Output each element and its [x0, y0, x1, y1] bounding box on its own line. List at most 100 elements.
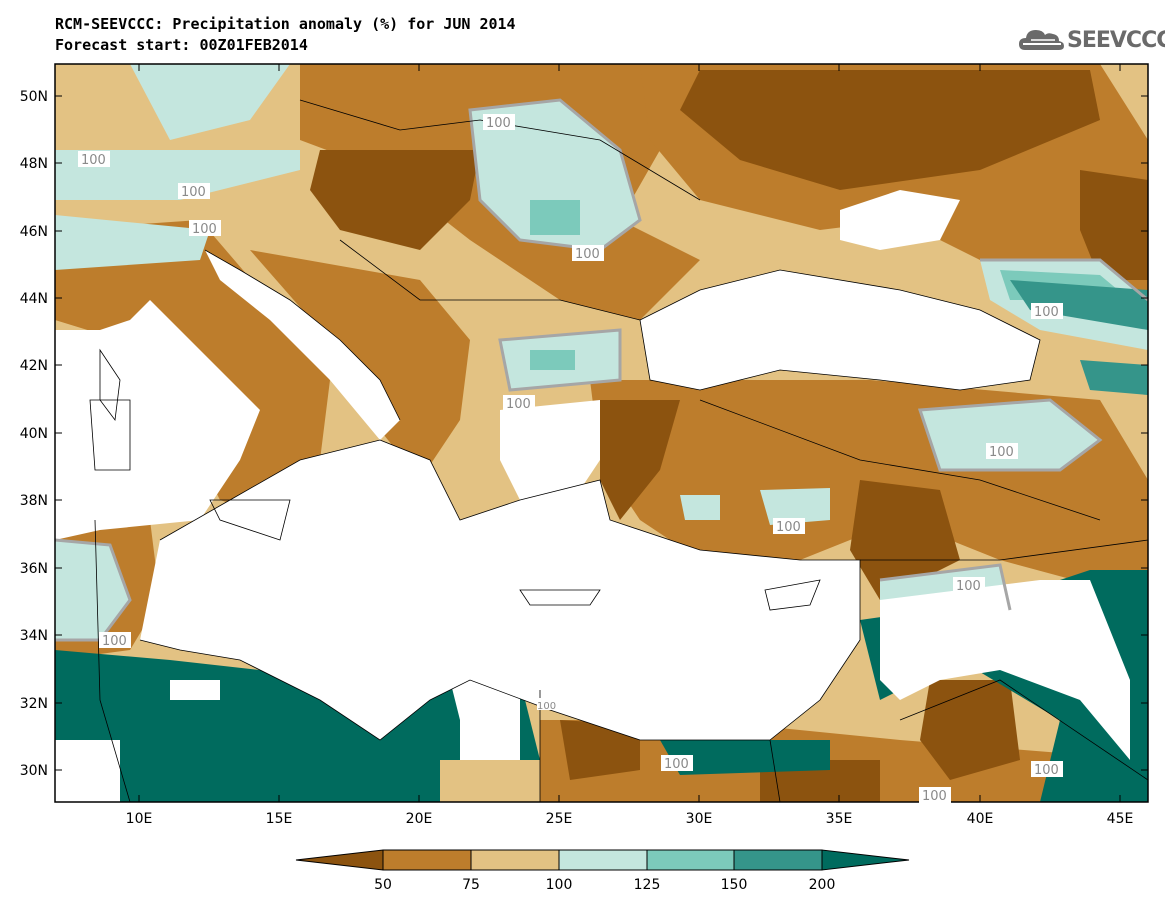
anomaly-region-dark-west-turkey — [600, 400, 680, 520]
colorbar — [295, 849, 910, 871]
colorbar-swatch — [733, 849, 823, 871]
lat-label: 30N — [20, 763, 48, 779]
map-title: RCM-SEEVCCC: Precipitation anomaly (%) f… — [55, 15, 516, 33]
border-line-2 — [339, 239, 641, 321]
colorbar-swatch — [558, 849, 648, 871]
colorbar-label: 50 — [374, 877, 392, 893]
contour-label: 100 — [181, 185, 206, 200]
anomaly-region-romania-wet — [470, 100, 640, 250]
anomaly-region-algeria-wet — [55, 540, 130, 640]
lat-ticks — [55, 95, 1148, 771]
anomaly-region-dark-libya — [560, 720, 640, 780]
contour-labels: 100 100 100 100 100 100 100 100 100 100 … — [78, 114, 1063, 804]
contour-label: 100 — [776, 520, 801, 535]
contour-label: 100 — [922, 789, 947, 804]
contour-label: 100 — [1034, 305, 1059, 320]
lat-label: 48N — [20, 156, 48, 172]
corsica-coast — [99, 348, 121, 422]
lon-label: 35E — [826, 811, 853, 827]
lon-labels: 10E 15E 20E 25E 30E 35E 40E 45E — [126, 811, 1134, 827]
lat-label: 32N — [20, 696, 48, 712]
contour-label: 100 — [192, 222, 217, 237]
border-line-3 — [699, 399, 1101, 521]
lon-label: 10E — [126, 811, 153, 827]
lat-labels: 50N 48N 46N 44N 42N 40N 38N 36N 34N 32N … — [20, 89, 48, 779]
anomaly-region-alps-wet — [55, 150, 300, 200]
anomaly-region-po-wet — [55, 215, 210, 270]
lon-label: 40E — [967, 811, 994, 827]
contour-line-romania — [468, 98, 642, 252]
anomaly-region-200-sinai — [660, 740, 830, 775]
lat-label: 44N — [20, 291, 48, 307]
lat-label: 38N — [20, 493, 48, 509]
contour-label: 100 — [1034, 763, 1059, 778]
border-line-5 — [899, 679, 1148, 781]
seevccc-logo: SEEVCCC — [1017, 22, 1165, 58]
contour-label: 100 — [664, 757, 689, 772]
sardinia-coast — [89, 399, 131, 471]
adriatic-coast — [204, 249, 401, 421]
no-data-patch-2 — [170, 680, 220, 700]
colorbar-labels: 50 75 100 125 150 200 — [374, 877, 835, 893]
lat-label: 42N — [20, 358, 48, 374]
contour-line-caucasus — [980, 258, 1148, 302]
anomaly-region-dark-caucasus — [1080, 170, 1148, 280]
lon-label: 20E — [406, 811, 433, 827]
lon-label: 25E — [546, 811, 573, 827]
no-data-patch-4 — [880, 580, 1130, 760]
aegean-sea — [500, 400, 600, 520]
cloud-logo-icon — [1019, 30, 1064, 50]
contour-label: 100 — [486, 116, 511, 131]
contour-lines — [55, 98, 1148, 642]
anomaly-region-germany-wet — [130, 64, 290, 140]
sea-of-azov — [840, 190, 960, 250]
contour-line-syria — [879, 563, 1012, 611]
colorbar-label: 125 — [634, 877, 661, 893]
contour-line-algeria — [55, 538, 132, 642]
contour-label: 100 — [506, 397, 531, 412]
anomaly-region-dark-ukraine — [680, 70, 1100, 190]
lon-ticks — [138, 64, 1121, 802]
contour-line-east-turkey — [917, 398, 1103, 472]
contour-label: 100 — [102, 634, 127, 649]
anomaly-region-125-bulgaria — [530, 350, 575, 370]
mediterranean-coast — [139, 439, 861, 741]
colorbar-label: 200 — [809, 877, 836, 893]
anomaly-region-dark-arabia — [920, 680, 1020, 780]
colorbar-swatch — [295, 849, 384, 871]
lon-label: 45E — [1107, 811, 1134, 827]
border-line-6 — [94, 519, 131, 802]
lat-label: 46N — [20, 224, 48, 240]
coastlines-borders — [89, 99, 1148, 802]
lat-label: 40N — [20, 426, 48, 442]
anomaly-region-150-armenia — [1080, 360, 1148, 395]
central-eastern-mediterranean — [140, 440, 860, 740]
contour-label: 100 — [989, 445, 1014, 460]
lat-label: 34N — [20, 628, 48, 644]
no-data-patch-3 — [450, 680, 520, 760]
border-line-4 — [860, 539, 1148, 561]
lon-label: 30E — [686, 811, 713, 827]
adriatic-sea — [205, 250, 400, 440]
anomaly-region-150-caucasus — [1010, 280, 1148, 330]
contour-line-bulgaria — [498, 328, 622, 392]
contour-label: 100 — [537, 701, 556, 712]
forecast-start-label: Forecast start: 00Z01FEB2014 — [55, 36, 308, 54]
anomaly-region-west-turkey-wet — [680, 495, 720, 520]
black-sea-coast — [639, 269, 1041, 391]
sicily-coast — [209, 499, 291, 541]
border-line-1 — [299, 99, 701, 201]
border-line-8 — [769, 739, 781, 802]
crete-coast — [519, 589, 601, 606]
contour-label: 100 — [575, 247, 600, 262]
lon-label: 15E — [266, 811, 293, 827]
anomaly-region-central-turkey-wet — [760, 488, 830, 525]
colorbar-swatch — [821, 849, 910, 871]
contour-label: 100 — [81, 153, 106, 168]
colorbar-swatch — [646, 849, 735, 871]
colorbar-swatch — [470, 849, 560, 871]
cyprus-coast — [764, 579, 821, 611]
anomaly-region-east-turkey-wet — [920, 400, 1100, 470]
colorbar-swatch — [382, 849, 472, 871]
